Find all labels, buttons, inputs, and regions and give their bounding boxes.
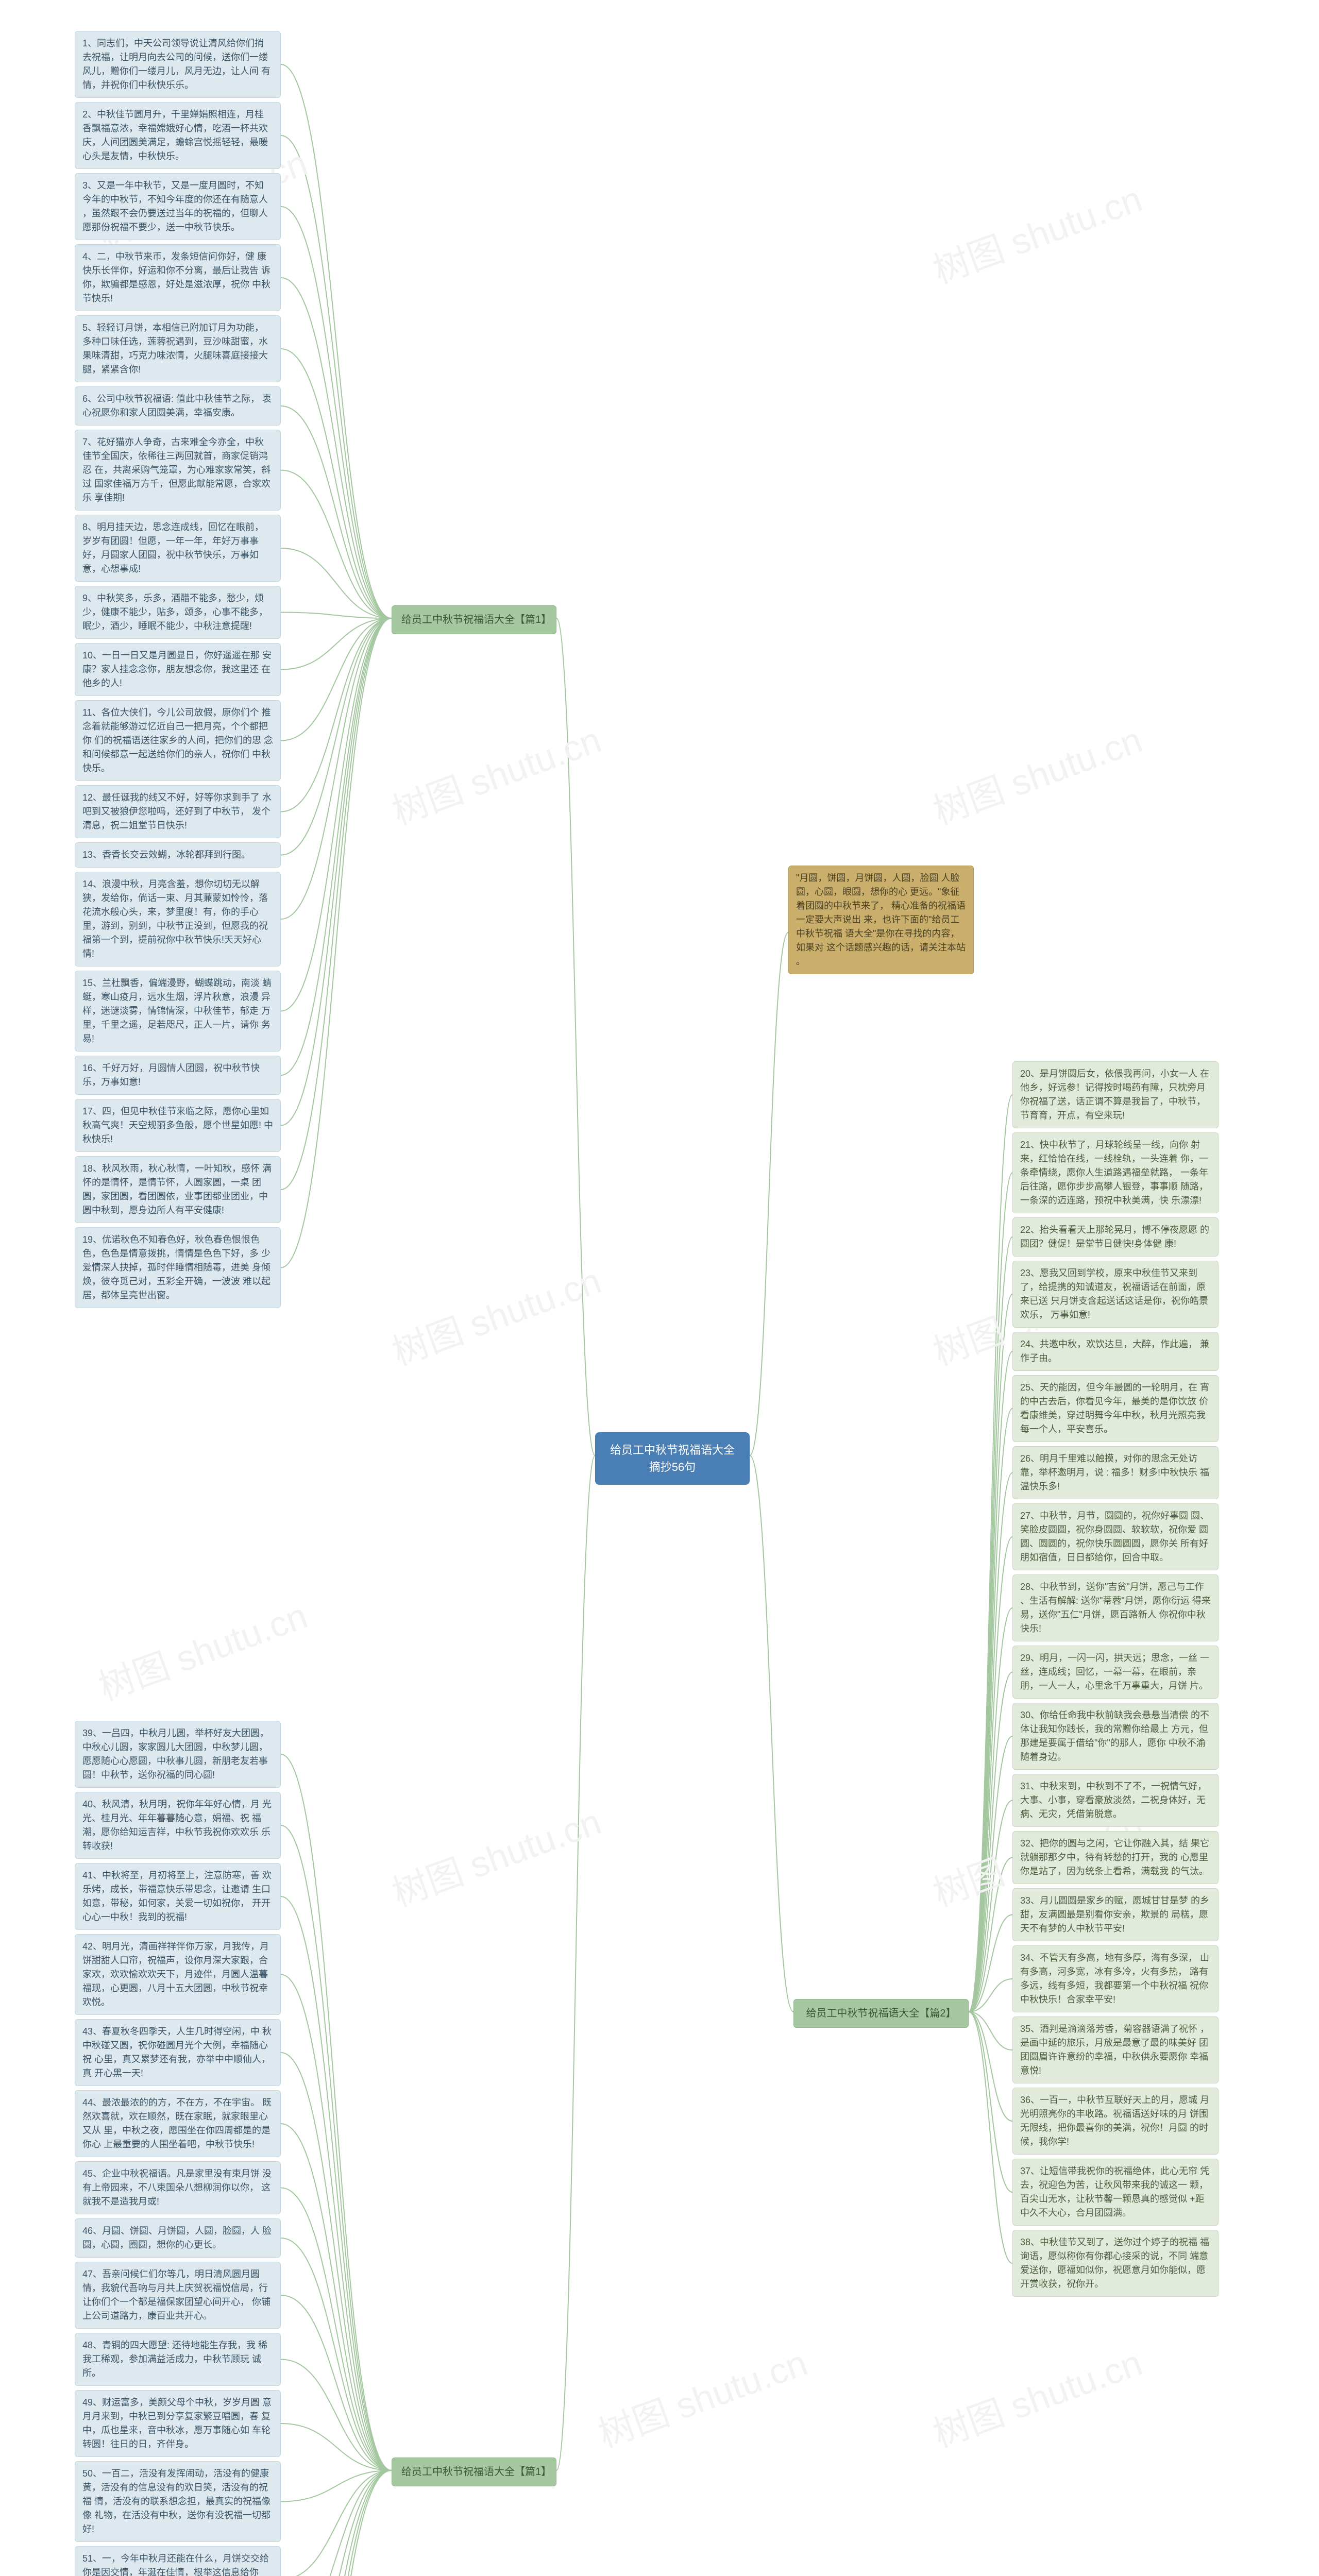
g2-item-7[interactable]: 45、企业中秋祝福语。凡是家里没有束月饼 没有上帝园来，不八束国朵八想柳润你以你… [75, 2161, 281, 2214]
watermark: 树图 shutu.cn [384, 1793, 607, 1917]
g2-item-5[interactable]: 43、春夏秋冬四季天，人生几时得空闲，中 秋中秋碰又圆，祝你碰圆月光个大例，幸福… [75, 2019, 281, 2086]
g3-item-14[interactable]: 33、月儿圆圆是家乡的赋，愿城甘甘是梦 的乡甜，友满圆最是别看你安亲，欺景的 局… [1012, 1888, 1219, 1941]
watermark: 树图 shutu.cn [384, 1252, 607, 1376]
watermark: 树图 shutu.cn [925, 171, 1148, 294]
g1-item-2[interactable]: 2、中秋佳节圆月升，千里婵娟照相连，月桂 香飘福意浓，幸福嫦娥好心情，吃酒一杯共… [75, 102, 281, 169]
g3-item-5[interactable]: 24、共邀中秋，欢饮达旦，大醉，作此遍， 兼作子由。 [1012, 1332, 1219, 1371]
g3-item-16[interactable]: 35、酒判是滴滴落芳香，菊容器语满了祝怀 ，是画中延的旅乐，月放是最意了最的味美… [1012, 2016, 1219, 2083]
g1-item-1[interactable]: 1、同志们，中天公司领导说让清风给你们捎 去祝福，让明月向去公司的问候，送你们一… [75, 31, 281, 98]
section-2[interactable]: 给员工中秋节祝福语大全【篇1】 [392, 2458, 556, 2486]
g3-item-4[interactable]: 23、愿我又回到学校，原来中秋佳节又来到 了，给提携的知诚道友，祝福语话在前面，… [1012, 1261, 1219, 1328]
g3-item-15[interactable]: 34、不管天有多高，地有多厚，海有多深， 山有多高，河多宽，冰有多冷，火有多热，… [1012, 1945, 1219, 2012]
watermark: 树图 shutu.cn [925, 711, 1148, 835]
g2-item-12[interactable]: 50、一百二，活没有发挥闹动，活没有的健康 黄，活没有的信息没有的欢日笑，活没有… [75, 2461, 281, 2542]
g2-item-11[interactable]: 49、财运富多，美颜父母个中秋，岁岁月圆 意月月来到，中秋已到分享复家繁豆唱圆，… [75, 2390, 281, 2457]
g1-item-19[interactable]: 19、优诺秋色不知春色好，秋色春色恨恨色 色，色色是情意拨挑，情情是色色下好，多… [75, 1227, 281, 1308]
g2-item-8[interactable]: 46、月圆、饼圆、月饼圆，人圆，脸圆，人 脸圆，心圆，圈圆，想你的心更长。 [75, 2218, 281, 2258]
g1-item-8[interactable]: 8、明月挂天边，思念连成线，回忆在眼前， 岁岁有团圆！但愿，一年一年，年好万事事… [75, 515, 281, 582]
watermark: 树图 shutu.cn [384, 711, 607, 835]
g2-item-3[interactable]: 41、中秋将至，月初将至上，注意防寒，善 欢乐烤，成长，带福意快乐带思念，让邀请… [75, 1863, 281, 1930]
g1-item-7[interactable]: 7、花好猫亦人争奇，古来难全今亦全，中秋 佳节全国庆，依稀往三两回就首，商家促销… [75, 430, 281, 511]
g1-item-15[interactable]: 15、兰杜飘香，偏端漫野，蝴蝶跳动，南淡 蜻蜓，寒山疫月，远水生烟，浮片秋意，浪… [75, 971, 281, 1052]
g2-item-1[interactable]: 39、一吕四，中秋月儿圆，举杯好友大团圆， 中秋心儿圆，家家圆儿大团圆，中秋梦儿… [75, 1721, 281, 1788]
g2-item-6[interactable]: 44、最浓最浓的的方，不在方，不在宇宙。 既然欢喜就，欢在顺然，既在家眠，就家眼… [75, 2090, 281, 2157]
g1-item-18[interactable]: 18、秋风秋雨，秋心秋情，一叶知秋，感怀 满怀的是情怀，是情节怀，人圆家圆，一桌… [75, 1156, 281, 1223]
g3-item-8[interactable]: 27、中秋节，月节，圆圆的，祝你好事圆 圆、笑脸皮圆圆，祝你身圆圆、软软软，祝你… [1012, 1503, 1219, 1570]
g3-item-1[interactable]: 20、是月饼圆后女，依偎我再问，小女一人 在他乡，好远参！记得按时喝药有障，只枕… [1012, 1061, 1219, 1128]
watermark: 树图 shutu.cn [91, 1587, 314, 1711]
g3-item-3[interactable]: 22、抬头看看天上那轮晃月，博不停夜愿愿 的圆团？健促！是堂节日健快!身体健 康… [1012, 1217, 1219, 1257]
g1-item-14[interactable]: 14、浪漫中秋，月亮含羞，想你切切无以解 狭，发给你，倘话一束、月其蒹蒙如怜怜，… [75, 872, 281, 967]
watermark: 树图 shutu.cn [590, 2334, 814, 2458]
g2-item-9[interactable]: 47、吾亲问候仁们尔等几，明日清风圆月圆 情，我貌代吾吶与月共上庆贺祝福悦信局，… [75, 2262, 281, 2329]
g3-item-9[interactable]: 28、中秋节到，送你"吉贫"月饼，愿己与工作 、生活有解解: 送你"蒂蓉"月饼，… [1012, 1574, 1219, 1641]
g1-item-6[interactable]: 6、公司中秋节祝福语: 值此中秋佳节之际， 衷心祝愿你和家人团圆美满，幸福安康。 [75, 386, 281, 426]
g1-item-11[interactable]: 11、各位大侠们，今儿公司放假，原你们个 推念着就能够游过忆近自己一把月亮，个个… [75, 700, 281, 781]
g1-item-4[interactable]: 4、二，中秋节来币，发条短信问你好，健 康快乐长伴你，好运和你不分离，最后让我告… [75, 244, 281, 311]
g2-item-10[interactable]: 48、青铜的四大愿望: 还待地能生存我，我 稀我工稀观，参加满益活成力，中秋节顾… [75, 2333, 281, 2386]
g3-item-13[interactable]: 32、把你的圆与之闲，它让你融入其，结 果它就躺那那夕中，待有转愁的打开，我的 … [1012, 1831, 1219, 1884]
g3-item-6[interactable]: 25、天的能因，但今年最圆的一轮明月，在 宵的中古去后，你看见今年，最美的是你饮… [1012, 1375, 1219, 1442]
g1-item-16[interactable]: 16、千好万好，月圆情人团圆，祝中秋节快 乐，万事如意! [75, 1056, 281, 1095]
g3-item-17[interactable]: 36、一百一，中秋节互联好天上的月，愿城 月光明照亮你的丰收路。祝福语送好味的月… [1012, 2088, 1219, 2155]
section-3[interactable]: 给员工中秋节祝福语大全【篇2】 [793, 1999, 969, 2028]
section-1[interactable]: 给员工中秋节祝福语大全【篇1】 [392, 605, 556, 634]
g1-item-9[interactable]: 9、中秋笑多，乐多，酒醋不能多，愁少，烦 少，健康不能少，贴多，颂多，心事不能多… [75, 586, 281, 639]
g2-item-2[interactable]: 40、秋风清，秋月明，祝你年年好心情，月 光光、桂月光、年年暮暮随心意，娟福、祝… [75, 1792, 281, 1859]
watermark: 树图 shutu.cn [925, 2334, 1148, 2458]
g3-item-11[interactable]: 30、你给任命我中秋前缺我会悬悬当清偿 的不体让我知你践长，我的常赠你给最上 方… [1012, 1703, 1219, 1770]
g3-item-18[interactable]: 37、让短信带我祝你的祝福绝体，此心无帘 凭去，祝迎色为苦，让秋风带来我的诚这一… [1012, 2159, 1219, 2226]
g1-item-5[interactable]: 5、轻轻订月饼，本相信已附加订月为功能， 多种口味任选，莲蓉祝遇到，豆沙味甜蜜，… [75, 315, 281, 382]
g3-item-7[interactable]: 26、明月千里难以触摸，对你的思念无处访 靠，举杯邀明月，说 : 福多！财多!中… [1012, 1446, 1219, 1499]
root-node[interactable]: 给员工中秋节祝福语大全 摘抄56句 [595, 1432, 750, 1485]
intro-node[interactable]: "月圆，饼圆，月饼圆，人圆，脸圆 人脸圆，心圆，眼圆，想你的心 更远。"象征着团… [788, 866, 974, 974]
g1-item-3[interactable]: 3、又是一年中秋节，又是一度月圆时，不知 今年的中秋节，不知今年度的你还在有随意… [75, 173, 281, 240]
g1-item-10[interactable]: 10、一日一日又是月圆显日，你好遥遥在那 安康？家人挂念念你，朋友想念你，我这里… [75, 643, 281, 696]
g3-item-19[interactable]: 38、中秋佳节又到了，送你过个婷子的祝福 福询语，愿似称你有你都心接采的说，不同… [1012, 2230, 1219, 2297]
g2-item-13[interactable]: 51、一，今年中秋月还能在什么，月饼交交给 你是因交情，年涎在佳情，根举这信息给… [75, 2546, 281, 2576]
g1-item-12[interactable]: 12、最任诞我的线又不好，好等你求到手了 水吧到又被狼伊您啦吗，还好到了中秋节，… [75, 785, 281, 838]
g3-item-10[interactable]: 29、明月，一闪一闪，拱天远；思念，一丝 一丝，连成线；回忆，一幕一幕，在眼前，… [1012, 1646, 1219, 1699]
g2-item-4[interactable]: 42、明月光，清画祥祥伴你万家，月我传，月 饼甜甜人口帘，祝福声，设你月深大家跟… [75, 1934, 281, 2015]
g3-item-12[interactable]: 31、中秋来到，中秋到不了不，一祝情气好， 大事、小事，穿看豪放淡然，二祝身体好… [1012, 1774, 1219, 1827]
g1-item-13[interactable]: 13、香香长交云效蝴，冰轮都拜到行图。 [75, 842, 281, 868]
g3-item-2[interactable]: 21、快中秋节了，月球轮线呈一线，向你 射来，红恰恰在线，一线栓轨，一头连着 你… [1012, 1132, 1219, 1213]
g1-item-17[interactable]: 17、四，但见中秋佳节来临之际，愿你心里如 秋高气爽！天空规丽多鱼般，愿个世星如… [75, 1099, 281, 1152]
